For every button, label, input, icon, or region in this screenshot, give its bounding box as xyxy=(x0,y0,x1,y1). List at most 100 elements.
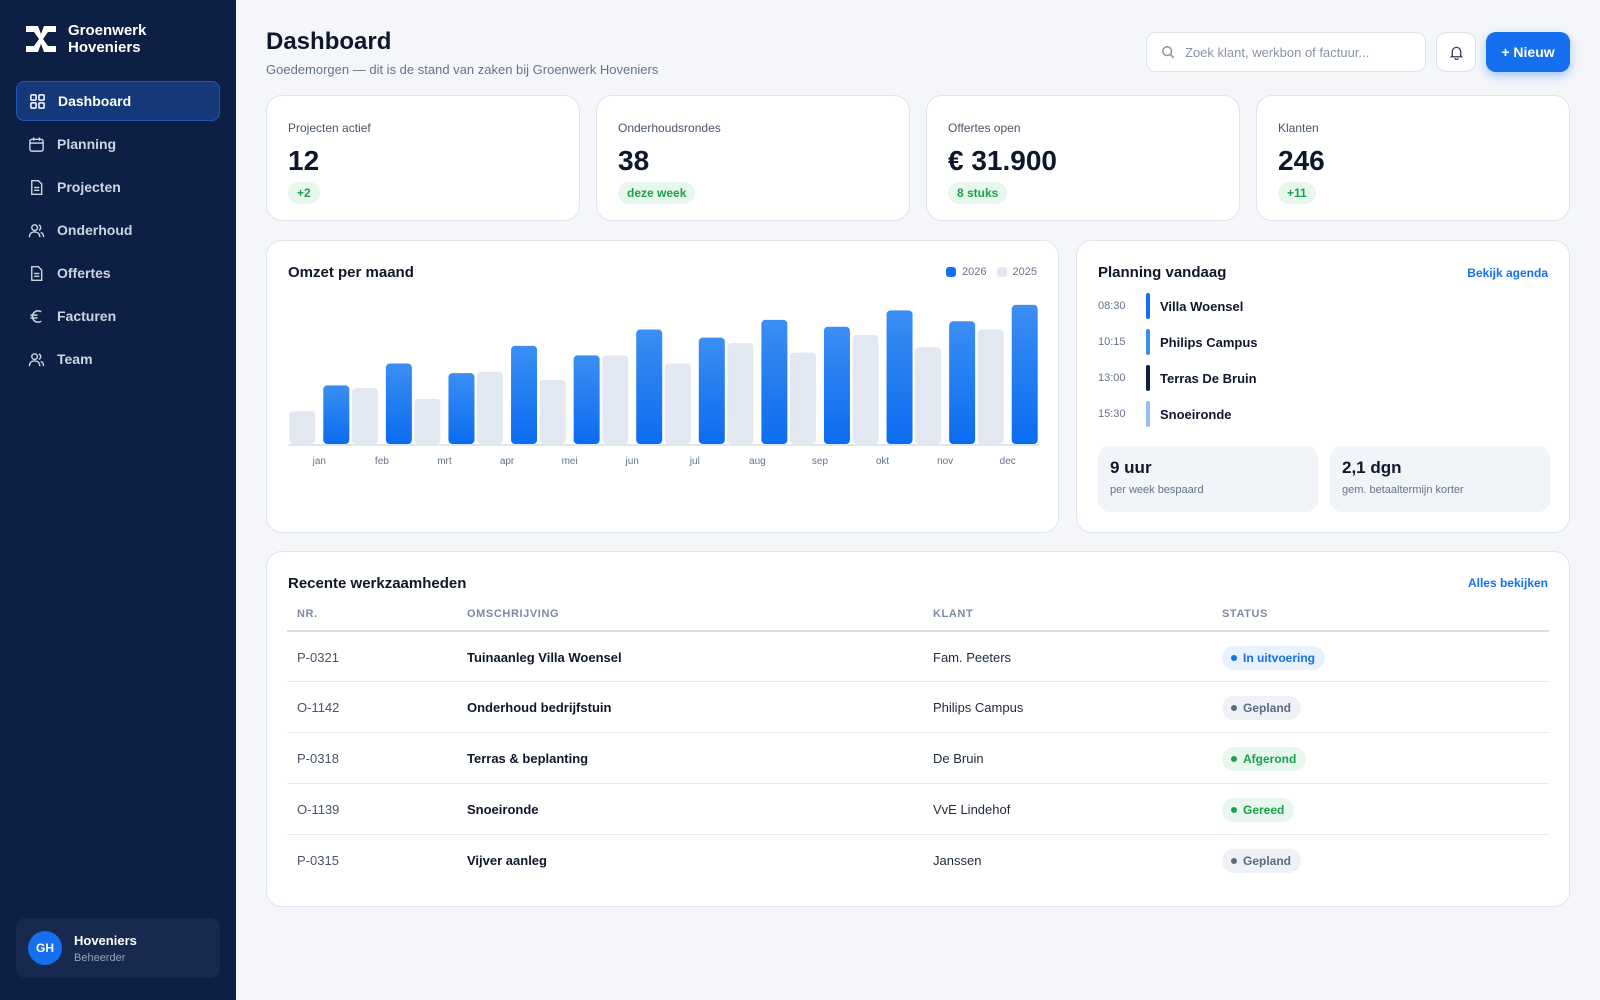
bar-2026-nov[interactable] xyxy=(949,321,976,444)
status-badge: Afgerond xyxy=(1222,746,1307,771)
notifications-button[interactable] xyxy=(1436,32,1476,72)
sidebar-item-offertes[interactable]: Offertes xyxy=(16,253,220,293)
status-badge: Gepland xyxy=(1222,695,1302,720)
legend-label: 2026 xyxy=(962,266,987,278)
view-all-link[interactable]: Alles bekijken xyxy=(1467,576,1548,590)
sidebar-item-team[interactable]: Team xyxy=(16,339,220,379)
column-header-nr[interactable]: NR. xyxy=(297,608,318,620)
brand[interactable]: Groenwerk Hoveniers xyxy=(24,22,146,56)
sidebar-item-onderhoud[interactable]: Onderhoud xyxy=(16,210,220,250)
row-description: Snoeironde xyxy=(467,802,539,817)
view-agenda-link[interactable]: Bekijk agenda xyxy=(1467,266,1548,280)
revenue-chart-card: jan feb mrt apr mei jun jul aug sep okt nov dec Omz… xyxy=(266,240,1059,533)
x-tick-label: aug xyxy=(749,456,766,467)
kpi-card-offertes[interactable]: Offertes open € 31.900 8 stuks xyxy=(926,95,1240,221)
kpi-label: Klanten xyxy=(1278,121,1319,135)
user-card[interactable]: GH Hoveniers Beheerder xyxy=(16,918,220,978)
status-badge: Gepland xyxy=(1222,848,1302,873)
stat-box-payment: 2,1 dgn gem. betaaltermijn korter xyxy=(1330,446,1550,512)
bar-2025-mrt[interactable] xyxy=(414,399,441,444)
x-tick-label: apr xyxy=(500,456,515,467)
x-tick-label: jul xyxy=(689,456,700,467)
planning-item[interactable]: 13:00 Terras De Bruin xyxy=(1098,365,1257,391)
kpi-card-onderhoud[interactable]: Onderhoudsrondes 38 deze week xyxy=(596,95,910,221)
planning-time: 08:30 xyxy=(1098,300,1126,312)
kpi-value: € 31.900 xyxy=(948,145,1057,176)
sidebar-item-projecten[interactable]: Projecten xyxy=(16,167,220,207)
kpi-card-projecten[interactable]: Projecten actief 12 +2 xyxy=(266,95,580,221)
user-name: Hoveniers xyxy=(74,932,137,948)
bar-2025-sep[interactable] xyxy=(789,352,816,444)
legend-swatch xyxy=(996,267,1007,277)
table-row[interactable]: O-1142 Onderhoud bedrijfstuin Philips Ca… xyxy=(287,681,1549,732)
table-row[interactable]: P-0321 Tuinaanleg Villa Woensel Fam. Pee… xyxy=(287,630,1549,681)
legend-swatch xyxy=(946,267,957,277)
new-button[interactable]: + Nieuw xyxy=(1486,32,1570,72)
row-status: Gereed xyxy=(1222,784,1295,835)
bar-2026-jul[interactable] xyxy=(698,337,725,444)
bar-2025-jan[interactable] xyxy=(289,411,316,444)
users-icon xyxy=(28,352,45,366)
search-input[interactable] xyxy=(1185,44,1415,60)
bar-2026-aug[interactable] xyxy=(761,319,788,444)
page-subtitle: Goedemorgen — dit is de stand van zaken … xyxy=(266,62,659,77)
search-box[interactable] xyxy=(1146,32,1426,72)
bar-2026-jun[interactable] xyxy=(636,329,663,444)
bar-2025-okt[interactable] xyxy=(852,334,879,444)
bar-2025-jul[interactable] xyxy=(664,363,691,444)
bar-2025-dec[interactable] xyxy=(977,329,1004,444)
table-row[interactable]: P-0318 Terras & beplanting De Bruin Afge… xyxy=(287,732,1549,783)
legend-item-2026: 2026 xyxy=(946,266,987,278)
bar-2026-jan[interactable] xyxy=(323,385,350,444)
bar-2025-apr[interactable] xyxy=(477,371,504,444)
kpi-label: Offertes open xyxy=(948,121,1021,135)
kpi-card-klanten[interactable]: Klanten 246 +11 xyxy=(1256,95,1570,221)
bar-2026-mrt[interactable] xyxy=(448,373,475,444)
planning-title: Planning vandaag xyxy=(1098,264,1227,281)
table-row[interactable]: O-1139 Snoeironde VvE Lindehof Gereed xyxy=(287,783,1549,834)
row-client: VvE Lindehof xyxy=(933,802,1011,817)
row-description: Tuinaanleg Villa Woensel xyxy=(467,650,622,665)
sidebar-item-planning[interactable]: Planning xyxy=(16,124,220,164)
bar-2026-sep[interactable] xyxy=(823,326,850,444)
row-client: Philips Campus xyxy=(933,700,1024,715)
status-badge: Gereed xyxy=(1222,797,1295,822)
bar-2026-dec[interactable] xyxy=(1011,304,1038,444)
table-row[interactable]: P-0315 Vijver aanleg Janssen Gepland xyxy=(287,834,1549,885)
sidebar-item-facturen[interactable]: Facturen xyxy=(16,296,220,336)
bar-2026-mei[interactable] xyxy=(573,355,600,444)
row-description: Terras & beplanting xyxy=(467,751,589,766)
kpi-badge: 8 stuks xyxy=(948,182,1008,204)
column-header-klant[interactable]: KLANT xyxy=(933,608,974,620)
status-badge: In uitvoering xyxy=(1222,645,1325,670)
kpi-value: 246 xyxy=(1278,145,1325,176)
stat-value: 2,1 dgn xyxy=(1342,458,1402,477)
status-label: Afgerond xyxy=(1243,751,1297,766)
kpi-badge: deze week xyxy=(618,182,696,204)
planning-item[interactable]: 08:30 Villa Woensel xyxy=(1098,293,1243,319)
planning-color-bar xyxy=(1146,365,1150,391)
bar-2025-nov[interactable] xyxy=(915,347,942,444)
status-dot xyxy=(1231,755,1237,762)
bar-2026-apr[interactable] xyxy=(511,345,538,444)
bar-2025-jun[interactable] xyxy=(602,355,629,444)
status-dot xyxy=(1231,857,1237,864)
bar-2025-mei[interactable] xyxy=(539,379,566,444)
planning-color-bar xyxy=(1146,293,1150,319)
x-tick-label: okt xyxy=(876,456,890,467)
bar-2026-feb[interactable] xyxy=(385,363,412,444)
user-role: Beheerder xyxy=(74,951,126,964)
planning-item[interactable]: 10:15 Philips Campus xyxy=(1098,329,1258,355)
row-status: In uitvoering xyxy=(1222,632,1325,683)
bar-2025-feb[interactable] xyxy=(351,388,378,444)
column-header-status[interactable]: STATUS xyxy=(1222,608,1268,620)
sidebar-item-dashboard[interactable]: Dashboard xyxy=(16,81,220,121)
column-header-omschrijving[interactable]: OMSCHRIJVING xyxy=(467,608,560,620)
row-nr: P-0321 xyxy=(297,650,339,665)
row-description: Vijver aanleg xyxy=(467,853,547,868)
bar-2025-aug[interactable] xyxy=(727,343,754,444)
bar-2026-okt[interactable] xyxy=(886,310,913,444)
row-status: Gepland xyxy=(1222,835,1302,886)
planning-time: 13:00 xyxy=(1098,372,1126,384)
planning-item[interactable]: 15:30 Snoeironde xyxy=(1098,401,1232,427)
